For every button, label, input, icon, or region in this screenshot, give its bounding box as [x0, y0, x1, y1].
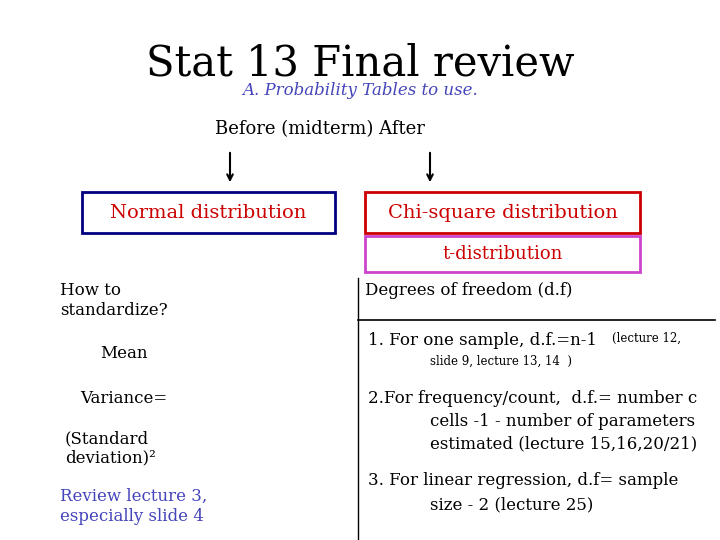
Text: (lecture 12,: (lecture 12, [612, 332, 681, 345]
Text: Variance=: Variance= [80, 390, 167, 407]
Text: Degrees of freedom (d.f): Degrees of freedom (d.f) [365, 282, 572, 299]
Text: Stat 13 Final review: Stat 13 Final review [145, 42, 575, 84]
Text: Mean: Mean [100, 345, 148, 362]
Text: 1. For one sample, d.f.=n-1: 1. For one sample, d.f.=n-1 [368, 332, 597, 349]
Text: 2.For frequency/count,  d.f.= number c: 2.For frequency/count, d.f.= number c [368, 390, 697, 407]
Text: How to
standardize?: How to standardize? [60, 282, 168, 319]
Text: (Standard
deviation)²: (Standard deviation)² [65, 430, 156, 467]
Bar [365, 236, 640, 272]
Bar [82, 192, 335, 233]
Text: 3. For linear regression, d.f= sample: 3. For linear regression, d.f= sample [368, 472, 678, 489]
Bar [365, 192, 640, 233]
Text: Normal distribution: Normal distribution [110, 204, 307, 221]
Text: A. Probability Tables to use.: A. Probability Tables to use. [242, 82, 478, 99]
Text: Before (midterm) After: Before (midterm) After [215, 120, 425, 138]
Text: Review lecture 3,
especially slide 4: Review lecture 3, especially slide 4 [60, 488, 207, 524]
Text: slide 9, lecture 13, 14  ): slide 9, lecture 13, 14 ) [430, 355, 572, 368]
Text: size - 2 (lecture 25): size - 2 (lecture 25) [430, 496, 593, 513]
Text: Chi-square distribution: Chi-square distribution [387, 204, 618, 221]
Text: cells -1 - number of parameters: cells -1 - number of parameters [430, 413, 695, 430]
Text: t-distribution: t-distribution [442, 245, 563, 263]
Text: estimated (lecture 15,16,20/21): estimated (lecture 15,16,20/21) [430, 435, 697, 452]
